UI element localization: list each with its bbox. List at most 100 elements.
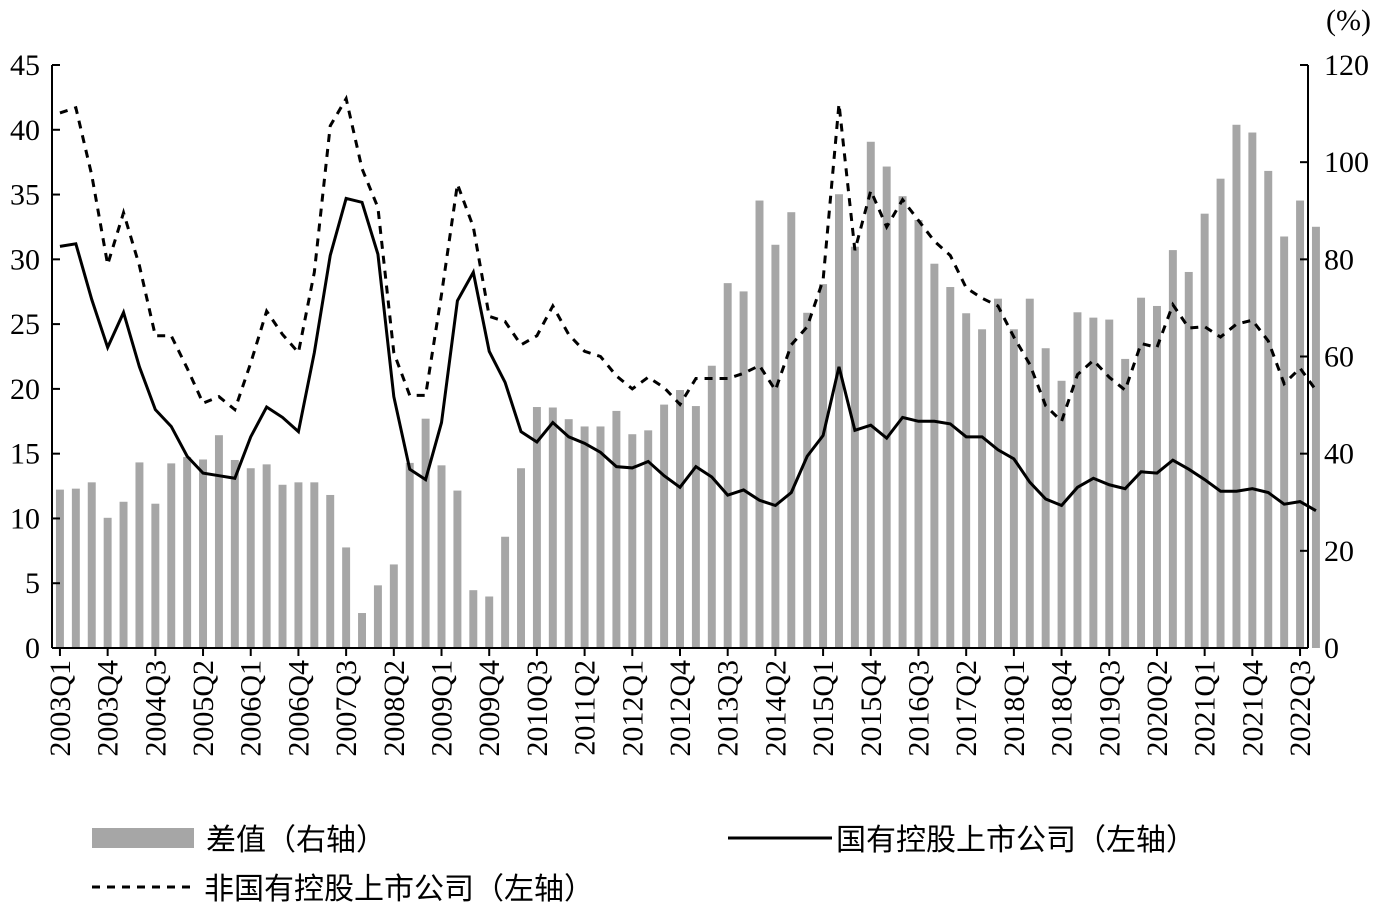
bar-2008Q4 <box>421 418 430 648</box>
bar-2012Q3 <box>660 404 669 648</box>
x-tick-label: 2012Q1 <box>616 660 649 757</box>
bar-2020Q4 <box>1184 271 1193 648</box>
bar-2013Q3 <box>723 283 732 648</box>
x-tick-label: 2008Q2 <box>378 660 411 757</box>
x-tick-label: 2013Q3 <box>712 660 745 757</box>
x-tick-label: 2015Q4 <box>855 660 888 757</box>
x-tick-label: 2020Q2 <box>1141 660 1174 757</box>
left-tick-label: 35 <box>10 179 40 212</box>
bar-2011Q3 <box>596 426 605 648</box>
bar-2009Q2 <box>453 490 462 648</box>
x-tick-label: 2012Q4 <box>664 660 697 757</box>
x-ticks: 2003Q1 2003Q4 2004Q3 2005Q2 2006Q1 2006Q4 2007… <box>44 648 1317 757</box>
bar-2003Q2 <box>71 488 80 648</box>
right-axis-unit: (%) <box>1326 4 1371 37</box>
bar-2009Q3 <box>469 590 478 648</box>
bar-2006Q4 <box>294 482 303 648</box>
bar-2021Q2 <box>1216 178 1225 648</box>
bar-2012Q2 <box>644 430 653 648</box>
line-series-state-owned <box>59 196 1317 512</box>
legend-item-difference: 差值（右轴） <box>92 823 386 858</box>
bar-2019Q1 <box>1073 312 1082 648</box>
x-tick-label: 2014Q2 <box>759 660 792 757</box>
bar-2012Q4 <box>676 390 684 648</box>
bar-2006Q3 <box>278 484 287 648</box>
right-tick-label: 120 <box>1324 49 1369 82</box>
legend-swatch-difference <box>92 828 194 848</box>
right-y-ticks: 0 20 40 60 80 100 120 <box>1300 49 1369 665</box>
x-tick-label: 2018Q4 <box>1046 660 1079 757</box>
bar-2016Q2 <box>898 196 907 648</box>
legend-label-difference: 差值（右轴） <box>206 823 386 858</box>
legend: 差值（右轴） 国有控股上市公司（左轴） 非国有控股上市公司（左轴） <box>92 823 1196 907</box>
bar-2013Q1 <box>691 406 700 648</box>
legend-label-state-owned: 国有控股上市公司（左轴） <box>836 823 1196 858</box>
bar-2015Q1 <box>819 284 828 648</box>
left-tick-label: 40 <box>10 114 40 147</box>
x-tick-label: 2005Q2 <box>187 660 220 757</box>
bar-undefined <box>1311 226 1320 648</box>
bar-2005Q3 <box>214 435 223 648</box>
right-tick-label: 40 <box>1324 438 1354 471</box>
bar-2014Q1 <box>755 200 764 649</box>
x-tick-label: 2021Q4 <box>1236 660 1269 757</box>
bar-2013Q2 <box>707 365 716 648</box>
bar-2008Q1 <box>373 585 382 648</box>
bar-2004Q4 <box>167 463 176 648</box>
bar-2020Q2 <box>1152 305 1161 648</box>
left-tick-label: 25 <box>10 308 40 341</box>
x-tick-label: 2006Q4 <box>282 660 315 757</box>
x-tick-label: 2003Q1 <box>44 660 77 757</box>
bar-2015Q3 <box>850 246 859 648</box>
bar-2007Q3 <box>342 547 351 648</box>
bar-2011Q2 <box>580 426 589 648</box>
bar-2020Q3 <box>1168 250 1177 648</box>
x-tick-label: 2011Q2 <box>569 660 602 756</box>
bar-2017Q4 <box>994 298 1002 648</box>
x-tick-label: 2010Q3 <box>521 660 554 757</box>
bar-2017Q1 <box>946 287 955 648</box>
bar-2016Q4 <box>930 263 939 648</box>
bar-2010Q3 <box>532 407 541 648</box>
bar-2004Q2 <box>135 462 144 648</box>
bar-2010Q1 <box>501 536 510 648</box>
bar-series-difference <box>55 124 1320 649</box>
bar-2003Q4 <box>103 517 112 648</box>
line-series-non-state-owned <box>59 94 1318 425</box>
x-tick-label: 2009Q4 <box>473 660 506 757</box>
left-tick-label: 0 <box>25 632 40 665</box>
bar-2010Q4 <box>548 407 557 648</box>
legend-label-non-state-owned: 非国有控股上市公司（左轴） <box>204 872 594 907</box>
bar-2022Q3 <box>1296 200 1305 649</box>
x-tick-label: 2022Q3 <box>1284 660 1317 757</box>
x-tick-label: 2006Q1 <box>235 660 268 757</box>
bar-2022Q2 <box>1280 236 1289 648</box>
bar-2005Q4 <box>230 459 239 648</box>
bar-2014Q4 <box>803 312 812 648</box>
bar-2005Q2 <box>199 459 208 648</box>
bar-2013Q4 <box>739 291 748 648</box>
bar-2018Q2 <box>1025 298 1034 648</box>
bar-2019Q4 <box>1121 358 1130 648</box>
left-tick-label: 5 <box>25 567 40 600</box>
bar-2011Q1 <box>564 419 573 648</box>
bar-2007Q4 <box>358 613 366 648</box>
bar-2009Q1 <box>437 465 446 648</box>
bar-2006Q2 <box>262 464 271 648</box>
bar-2003Q1 <box>55 489 64 648</box>
x-tick-label: 2004Q3 <box>139 660 172 757</box>
x-tick-label: 2019Q3 <box>1093 660 1126 757</box>
x-tick-label: 2018Q1 <box>998 660 1031 757</box>
x-tick-label: 2009Q1 <box>426 660 459 757</box>
x-tick-label: 2021Q1 <box>1189 660 1222 757</box>
left-tick-label: 30 <box>10 243 40 276</box>
bar-2015Q2 <box>835 194 843 649</box>
bar-2007Q2 <box>326 494 335 648</box>
bar-2018Q1 <box>1009 329 1018 648</box>
right-tick-label: 60 <box>1324 341 1354 374</box>
bar-2017Q2 <box>962 313 971 648</box>
left-tick-label: 15 <box>10 438 40 471</box>
bar-2021Q1 <box>1200 213 1209 649</box>
bar-2003Q3 <box>87 482 96 648</box>
